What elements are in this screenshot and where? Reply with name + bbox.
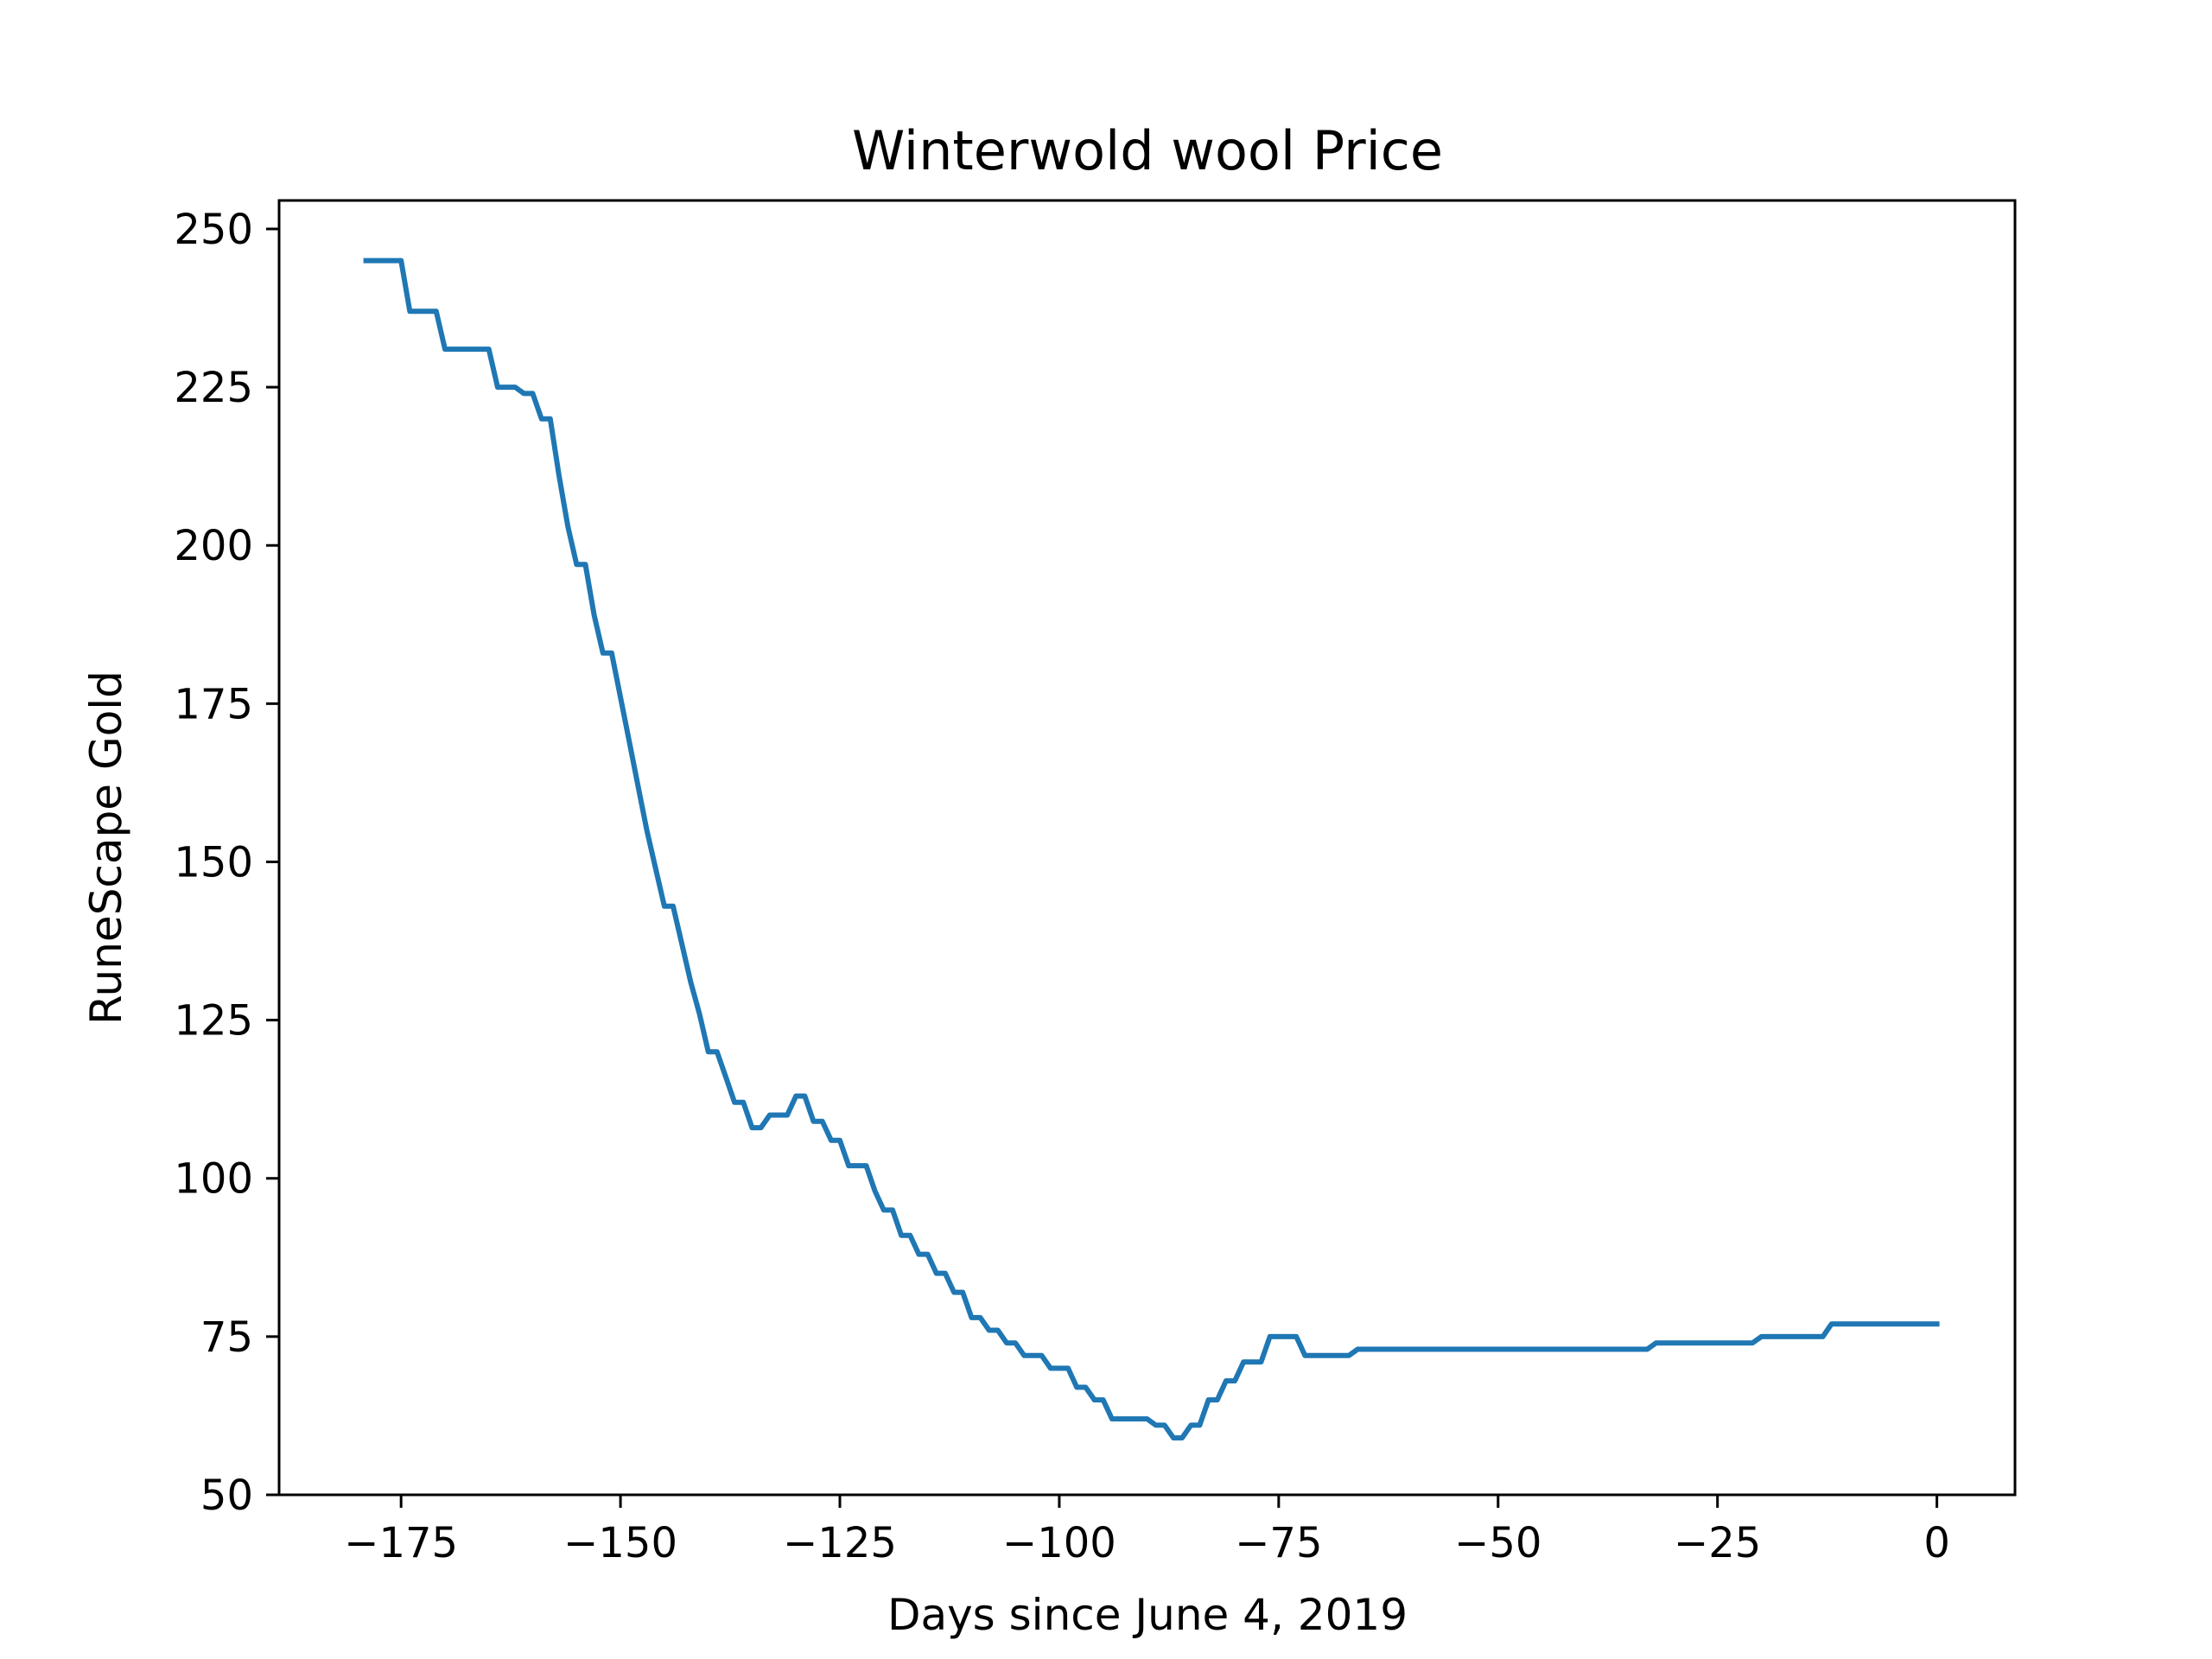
x-tick-label: −125 [783, 1519, 897, 1567]
y-tick-label: 175 [174, 680, 253, 728]
x-tick-label: −175 [344, 1519, 458, 1567]
x-tick-label: −50 [1454, 1519, 1541, 1567]
x-tick-label: −25 [1674, 1519, 1761, 1567]
x-tick-label: 0 [1923, 1519, 1950, 1567]
plot-frame [277, 199, 2017, 1497]
series-layer [363, 257, 1940, 1441]
x-axis-label: Days since June 4, 2019 [887, 1590, 1408, 1640]
x-tick-label: −75 [1235, 1519, 1322, 1567]
y-tick-label: 200 [174, 522, 253, 570]
x-tick-label: −150 [563, 1519, 677, 1567]
ticks-layer: −175 −150 −125 −100 −75 −50 −25 0 50 75 100 125 150 1… [174, 206, 1950, 1567]
y-tick-label: 75 [200, 1313, 253, 1362]
chart-title: Winterwold wool Price [852, 119, 1443, 182]
y-tick-label: 150 [174, 838, 253, 887]
y-tick-label: 225 [174, 364, 253, 412]
y-tick-label: 250 [174, 206, 253, 254]
y-tick-label: 50 [200, 1471, 253, 1520]
y-tick-label: 125 [174, 997, 253, 1046]
y-tick-label: 100 [174, 1155, 253, 1204]
y-axis-label: RuneScape Gold [81, 671, 131, 1025]
x-tick-label: −100 [1002, 1519, 1116, 1567]
price-series-line [363, 257, 1940, 1441]
